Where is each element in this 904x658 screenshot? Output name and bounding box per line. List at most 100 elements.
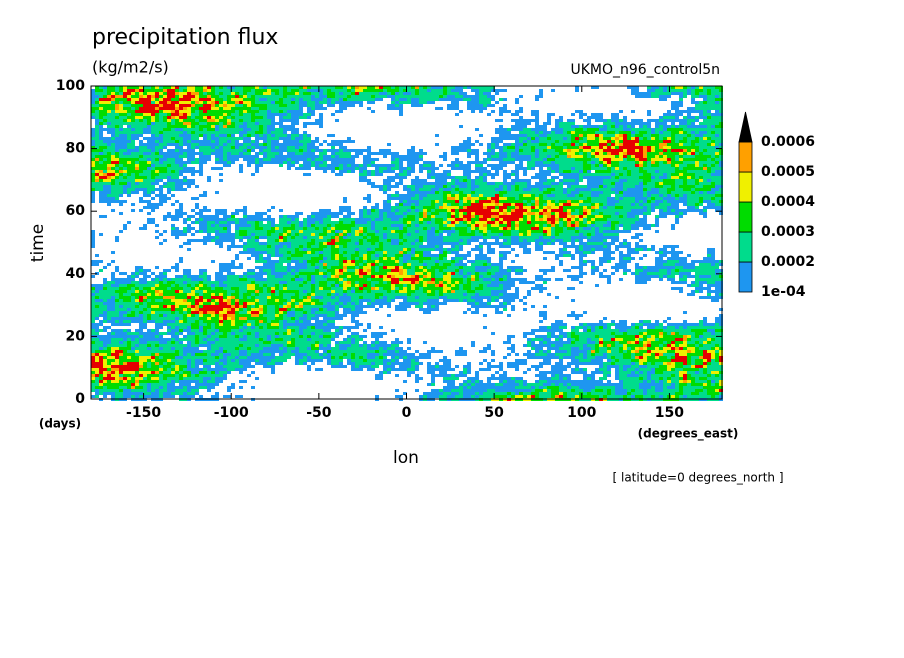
field-cell [611,137,615,140]
field-cell [651,131,655,134]
field-cell [571,209,575,212]
field-cell [303,161,311,164]
field-cell [303,86,307,89]
field-cell [179,89,183,92]
field-cell [371,287,375,290]
field-cell [571,311,575,314]
field-cell [655,230,659,233]
field-cell [687,254,691,257]
field-cell [591,221,595,224]
field-cell [159,272,163,275]
field-cell [175,311,179,314]
field-cell [507,146,515,149]
field-cell [467,227,471,230]
field-cell [327,284,331,287]
field-cell [407,89,415,92]
field-cell [443,95,447,98]
field-cell [419,209,423,212]
field-cell [463,179,467,182]
field-cell [239,218,275,221]
field-cell [447,224,455,227]
field-cell [103,152,107,155]
field-cell [207,134,211,137]
field-cell [675,125,679,128]
field-cell [127,116,135,119]
field-cell [455,182,467,185]
field-cell [539,209,543,212]
field-cell [603,182,611,185]
field-cell [419,170,423,173]
field-cell [203,329,207,332]
field-cell [155,98,159,101]
field-cell [435,275,443,278]
field-cell [559,248,563,251]
field-cell [691,140,699,143]
field-cell [559,140,571,143]
field-cell [95,290,99,293]
field-cell [303,329,323,332]
field-cell [575,215,579,218]
field-cell [487,158,491,161]
field-cell [123,89,127,92]
field-cell [167,305,171,308]
field-cell [223,299,227,302]
field-cell [447,203,451,206]
field-cell [383,287,391,290]
field-cell [167,191,171,194]
field-cell [239,302,243,305]
field-cell [455,224,467,227]
field-cell [399,194,415,197]
field-cell [275,251,279,254]
field-cell [691,95,699,98]
field-cell [243,158,255,161]
field-cell [295,293,299,296]
field-cell [327,92,335,95]
field-cell [523,173,527,176]
field-cell [431,275,435,278]
field-cell [183,167,195,170]
field-cell [187,320,195,323]
field-cell [535,164,559,167]
field-cell [275,146,279,149]
field-cell [583,215,587,218]
field-cell [303,113,311,116]
field-cell [479,143,483,146]
field-cell [363,227,367,230]
field-cell [507,188,511,191]
field-cell [695,191,699,194]
field-cell [663,137,667,140]
field-cell [147,176,151,179]
field-cell [571,140,579,143]
field-cell [687,149,691,152]
field-cell [207,221,215,224]
field-cell [175,170,179,173]
field-cell [227,116,231,119]
field-cell [635,242,639,245]
field-cell [663,155,667,158]
field-cell [191,326,199,329]
field-cell [111,188,123,191]
field-cell [367,323,371,326]
field-cell [491,197,499,200]
field-cell [167,92,175,95]
field-cell [487,95,495,98]
field-cell [91,116,95,119]
field-cell [171,116,175,119]
field-cell [615,332,623,335]
field-cell [283,131,287,134]
field-cell [91,176,95,179]
field-cell [483,224,487,227]
field-cell [227,248,231,251]
field-cell [547,155,551,158]
field-cell [311,290,315,293]
field-cell [523,188,531,191]
field-cell [147,125,151,128]
field-cell [147,329,151,332]
field-cell [195,320,199,323]
field-cell [563,203,571,206]
field-cell [483,239,487,242]
field-cell [707,125,711,128]
field-cell [399,101,411,104]
field-cell [387,197,411,200]
field-cell [403,221,407,224]
